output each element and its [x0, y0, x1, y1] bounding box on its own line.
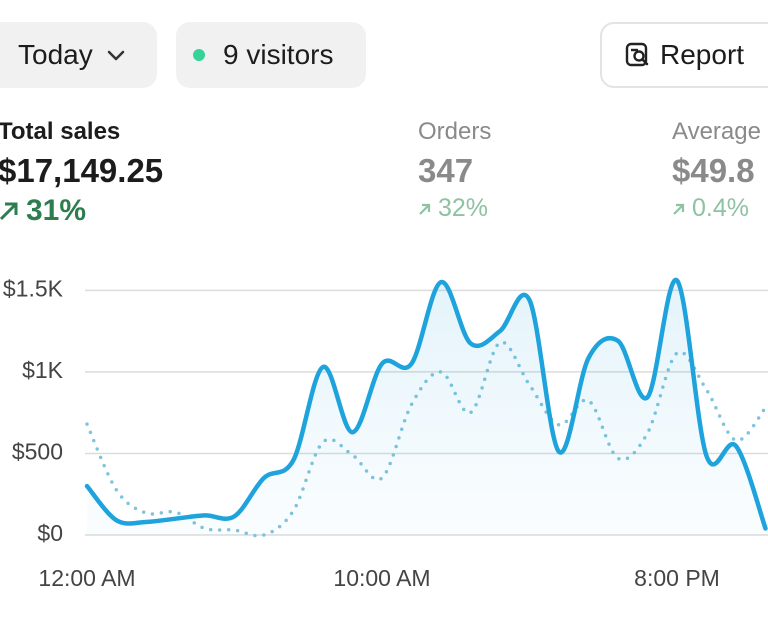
arrow-icon: [673, 203, 685, 215]
metric-change: 31%: [0, 194, 163, 228]
metric-value: $17,149.25: [0, 152, 164, 189]
report-button[interactable]: Report: [600, 22, 768, 88]
date-filter-button[interactable]: Today: [0, 22, 157, 88]
live-dot: [193, 49, 205, 61]
x-tick-label: 12:00 AM: [38, 565, 135, 591]
y-tick-label: $1K: [22, 357, 64, 383]
metric-average[interactable]: Average $49.8 0.4%: [672, 118, 761, 223]
metric-label: Orders: [418, 118, 492, 145]
metric-change: 0.4%: [672, 194, 761, 223]
metric-value: $49.8: [672, 152, 755, 189]
y-tick-label: $0: [37, 520, 63, 546]
x-tick-label: 8:00 PM: [634, 565, 720, 591]
metric-total-sales[interactable]: Total sales $17,149.25 31%: [0, 118, 163, 228]
report-icon: [625, 42, 649, 67]
series-line: [84, 278, 768, 531]
area-fill: [87, 279, 766, 535]
metric-change: 32%: [418, 194, 491, 223]
chevron-icon: [107, 50, 124, 61]
arrow-icon: [0, 202, 18, 221]
metric-change-value: 0.4%: [692, 194, 749, 222]
y-tick-label: $500: [12, 439, 63, 465]
metric-label: Total sales: [0, 118, 121, 145]
arrow-icon: [419, 203, 431, 215]
metric-value: 347: [418, 152, 474, 189]
visitors-button[interactable]: 9 visitors: [176, 22, 366, 88]
y-tick-label: $1.5K: [3, 275, 64, 301]
date-filter-label: Today: [18, 39, 93, 70]
visitors-label: 9 visitors: [223, 39, 334, 70]
report-label: Report: [660, 39, 745, 70]
metric-change-value: 31%: [26, 194, 87, 227]
x-tick-label: 10:00 AM: [333, 565, 430, 591]
metric-change-value: 32%: [438, 194, 489, 222]
metric-orders[interactable]: Orders 347 32%: [418, 118, 491, 223]
metric-label: Average: [672, 118, 761, 145]
